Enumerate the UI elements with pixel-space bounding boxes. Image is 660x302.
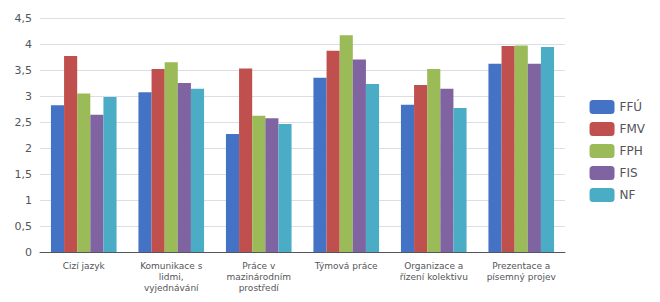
svg-text:Práce v: Práce v	[242, 261, 276, 271]
svg-text:0: 0	[25, 246, 32, 259]
svg-text:FIS: FIS	[620, 166, 638, 180]
svg-text:FPH: FPH	[620, 144, 643, 158]
svg-text:4,5: 4,5	[15, 12, 33, 25]
svg-text:1,5: 1,5	[15, 168, 33, 181]
svg-text:Komunikace s: Komunikace s	[140, 261, 203, 271]
svg-text:lidmi,: lidmi,	[159, 272, 184, 282]
svg-text:2: 2	[25, 142, 32, 155]
svg-text:NF: NF	[620, 188, 636, 202]
svg-text:FMV: FMV	[620, 122, 646, 136]
svg-text:4: 4	[25, 38, 32, 51]
svg-text:1: 1	[25, 194, 32, 207]
svg-text:Organizace a: Organizace a	[404, 261, 463, 271]
svg-text:prostředí: prostředí	[239, 283, 280, 293]
svg-text:vyjednávání: vyjednávání	[144, 283, 199, 293]
svg-text:0,5: 0,5	[15, 220, 33, 233]
svg-text:3,5: 3,5	[15, 64, 33, 77]
svg-text:3: 3	[25, 90, 32, 103]
svg-text:FFÚ: FFÚ	[620, 99, 643, 114]
svg-text:řízení kolektivu: řízení kolektivu	[400, 272, 468, 282]
svg-text:Cizí jazyk: Cizí jazyk	[63, 261, 106, 271]
svg-text:písemný projev: písemný projev	[487, 272, 557, 282]
svg-text:Prezentace a: Prezentace a	[492, 261, 550, 271]
svg-text:2,5: 2,5	[15, 116, 33, 129]
svg-text:Týmová práce: Týmová práce	[314, 261, 378, 271]
svg-text:mazinárodním: mazinárodním	[227, 272, 291, 282]
